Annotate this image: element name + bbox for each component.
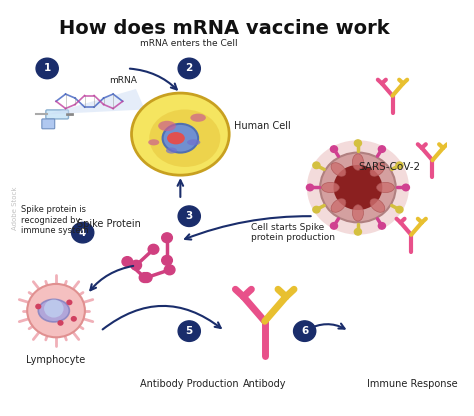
Ellipse shape — [166, 147, 177, 154]
Text: Human Cell: Human Cell — [234, 121, 291, 131]
Text: 1: 1 — [44, 64, 51, 74]
Ellipse shape — [331, 198, 346, 212]
Text: 6: 6 — [301, 326, 308, 336]
Circle shape — [293, 321, 316, 342]
Circle shape — [148, 244, 159, 254]
Circle shape — [141, 272, 152, 282]
Circle shape — [178, 58, 201, 79]
Circle shape — [44, 300, 64, 317]
Circle shape — [313, 206, 320, 213]
Ellipse shape — [187, 139, 201, 146]
Circle shape — [378, 146, 385, 152]
Ellipse shape — [376, 182, 394, 193]
FancyBboxPatch shape — [42, 119, 55, 129]
Circle shape — [35, 304, 41, 310]
Text: Spike protein is
recognized by
immune system: Spike protein is recognized by immune sy… — [20, 206, 88, 235]
Circle shape — [330, 223, 337, 229]
Ellipse shape — [163, 124, 198, 153]
Ellipse shape — [370, 163, 385, 176]
Text: Spike Protein: Spike Protein — [77, 219, 141, 229]
Circle shape — [72, 223, 94, 243]
Text: 4: 4 — [79, 228, 86, 238]
Circle shape — [330, 146, 337, 152]
Polygon shape — [47, 89, 145, 114]
Ellipse shape — [331, 163, 346, 176]
Circle shape — [402, 184, 410, 191]
Text: 5: 5 — [186, 326, 193, 336]
Ellipse shape — [191, 114, 206, 122]
Text: 2: 2 — [186, 64, 193, 74]
Circle shape — [71, 316, 77, 322]
Circle shape — [131, 260, 142, 270]
Text: mRNA: mRNA — [109, 76, 137, 85]
Ellipse shape — [370, 198, 385, 212]
Ellipse shape — [148, 139, 159, 146]
Ellipse shape — [167, 132, 185, 144]
Ellipse shape — [149, 109, 220, 167]
Ellipse shape — [352, 154, 364, 170]
Circle shape — [66, 300, 73, 305]
Ellipse shape — [131, 93, 229, 175]
Circle shape — [378, 223, 385, 229]
Circle shape — [355, 228, 362, 235]
Circle shape — [36, 58, 58, 79]
Ellipse shape — [158, 121, 176, 131]
Ellipse shape — [352, 205, 364, 221]
Circle shape — [320, 153, 396, 223]
Circle shape — [164, 265, 175, 275]
Circle shape — [57, 320, 64, 326]
Circle shape — [27, 284, 85, 337]
Text: Lymphocyte: Lymphocyte — [27, 355, 86, 365]
Circle shape — [306, 184, 313, 191]
Ellipse shape — [38, 300, 69, 322]
Text: How does mRNA vaccine work: How does mRNA vaccine work — [59, 19, 390, 38]
Circle shape — [162, 255, 173, 265]
Circle shape — [162, 233, 173, 243]
Circle shape — [396, 162, 403, 168]
Circle shape — [178, 321, 201, 342]
Circle shape — [307, 140, 409, 235]
Text: SARS-CoV-2: SARS-CoV-2 — [358, 162, 420, 172]
Circle shape — [122, 257, 133, 267]
Text: Antibody: Antibody — [243, 379, 286, 389]
Ellipse shape — [321, 182, 339, 193]
Circle shape — [355, 140, 362, 146]
FancyBboxPatch shape — [46, 110, 68, 119]
Text: Immune Response: Immune Response — [367, 379, 457, 389]
Text: mRNA enters the Cell: mRNA enters the Cell — [140, 40, 238, 48]
Circle shape — [313, 162, 320, 168]
Circle shape — [334, 165, 383, 210]
Circle shape — [139, 272, 150, 282]
Text: 3: 3 — [186, 211, 193, 221]
Circle shape — [178, 206, 201, 226]
Circle shape — [396, 206, 403, 213]
Text: Antibody Production: Antibody Production — [140, 379, 238, 389]
Text: Cell starts Spike
protein production: Cell starts Spike protein production — [251, 223, 336, 243]
Text: Adobe Stock: Adobe Stock — [12, 186, 18, 230]
